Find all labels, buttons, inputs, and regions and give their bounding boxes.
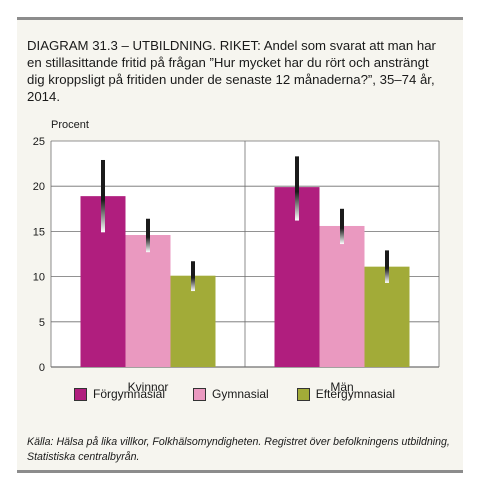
y-tick-label: 0 (39, 362, 45, 374)
legend-swatch (193, 387, 207, 401)
legend-item: Eftergymnasial (296, 387, 396, 401)
axis-labels: 0 5 10 15 20 25 Kvinnor Män (33, 136, 354, 394)
figure-title: DIAGRAM 31.3 – UTBILDNING. RIKET: Andel … (27, 38, 436, 104)
error-bar (295, 156, 299, 221)
legend-label: Förgymnasial (93, 387, 166, 401)
legend-swatch (296, 387, 310, 401)
error-bar (101, 159, 105, 233)
error-bar (385, 250, 389, 283)
legend-swatch (74, 387, 87, 401)
y-axis-label: Procent (51, 119, 89, 131)
legend-item: Gymnasial (193, 387, 269, 401)
y-tick-label: 5 (39, 317, 45, 329)
y-tick-label: 15 (33, 226, 45, 238)
x-tick-label: Kvinnor (128, 380, 169, 394)
error-bar (191, 261, 195, 292)
bar (125, 235, 171, 367)
bar (364, 266, 410, 367)
legend-item: Förgymnasial (74, 387, 165, 401)
x-tick-label: Män (330, 380, 353, 394)
y-tick-label: 25 (33, 136, 45, 148)
y-tick-label: 20 (33, 181, 45, 193)
bar (319, 225, 365, 367)
legend: Förgymnasial Gymnasial Eftergymnasial (74, 387, 395, 401)
y-tick-label: 10 (33, 272, 45, 284)
figure-source: Källa: Hälsa på lika villkor, Folkhälsom… (27, 436, 450, 463)
error-bar (340, 208, 344, 245)
bars (80, 156, 410, 367)
error-bar (146, 218, 150, 253)
legend-label: Gymnasial (212, 387, 269, 401)
legend-label: Eftergymnasial (315, 387, 396, 401)
